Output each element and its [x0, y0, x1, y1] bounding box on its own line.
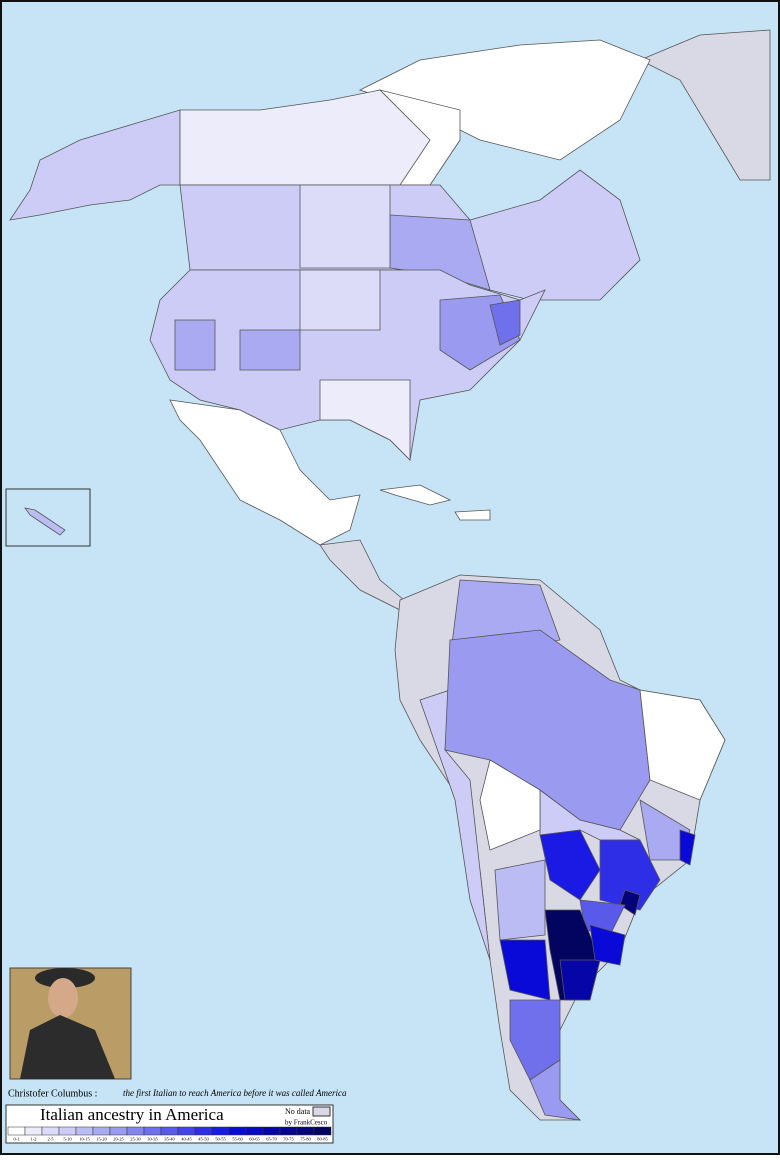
legend-label: 50-55 — [215, 1137, 226, 1142]
santa-catarina — [619, 889, 641, 916]
legend-swatch — [7, 1126, 26, 1136]
argentina-north — [494, 859, 546, 941]
legend-swatch — [109, 1126, 128, 1136]
caption-note: the first Italian to reach America befor… — [123, 1088, 347, 1098]
legend-swatch — [126, 1126, 145, 1136]
cuba — [379, 484, 452, 506]
legend-swatch — [262, 1126, 281, 1136]
uruguay — [589, 924, 626, 966]
no-data-swatch — [312, 1106, 331, 1117]
brazil-northeast — [639, 689, 726, 801]
legend-label: 60-65 — [249, 1137, 260, 1142]
legend-swatch — [75, 1126, 94, 1136]
legend-label: 70-75 — [283, 1137, 294, 1142]
legend-label: 5-10 — [63, 1137, 72, 1142]
legend-swatch — [296, 1126, 315, 1136]
legend-swatch — [228, 1126, 247, 1136]
hawaii-inset — [5, 488, 91, 547]
new-york — [489, 299, 521, 346]
legend-label: 75-80 — [300, 1137, 311, 1142]
portrait-body — [20, 1015, 115, 1079]
caption-name: Christofer Columbus : — [8, 1088, 97, 1099]
espirito-santo — [679, 829, 696, 866]
legend-swatch — [194, 1126, 213, 1136]
hispaniola — [454, 509, 491, 521]
legend-label: 35-40 — [164, 1137, 175, 1142]
legend-label: 0-1 — [14, 1137, 20, 1142]
legend-swatch — [92, 1126, 111, 1136]
tierra-del-fuego — [529, 1059, 582, 1121]
legend-swatch — [41, 1126, 60, 1136]
usa-plains — [299, 269, 381, 331]
legend-label: 1-2 — [31, 1137, 37, 1142]
legend-label: 55-60 — [232, 1137, 243, 1142]
greenland — [639, 29, 771, 181]
legend-label: 30-35 — [147, 1137, 158, 1142]
buenos-aires — [559, 959, 601, 1001]
legend-swatch — [245, 1126, 264, 1136]
hawaii — [24, 507, 66, 536]
legend-label: 80-85 — [317, 1137, 328, 1142]
mexico — [169, 399, 361, 546]
legend-swatch — [313, 1126, 332, 1136]
portrait-hat — [35, 968, 95, 988]
legend-label: 45-50 — [198, 1137, 209, 1142]
legend-label: 25-30 — [130, 1137, 141, 1142]
legend-swatch — [24, 1126, 43, 1136]
portrait-face — [48, 978, 78, 1018]
paraguay — [539, 829, 601, 901]
prairies — [299, 184, 391, 269]
nevada — [174, 319, 216, 371]
legend-scale: 0-1 1-2 2-5 5-10 10-15 15-20 20-25 25-30 30-35 35… — [7, 1126, 332, 1142]
legend-swatch — [160, 1126, 179, 1136]
legend-swatch — [211, 1126, 230, 1136]
legend-swatch — [177, 1126, 196, 1136]
legend-label: 10-15 — [79, 1137, 90, 1142]
legend-box — [5, 1104, 334, 1144]
legend-label: 20-25 — [113, 1137, 124, 1142]
south-brazil — [599, 839, 661, 911]
legend-swatch — [143, 1126, 162, 1136]
legend-credit: by FrankCesco — [285, 1119, 328, 1127]
legend-label: 15-20 — [96, 1137, 107, 1142]
alaska — [9, 109, 181, 221]
usa-south — [319, 379, 411, 461]
legend-swatch — [279, 1126, 298, 1136]
colorado — [239, 329, 301, 371]
legend-title: Italian ancestry in America — [40, 1105, 224, 1124]
legend-label: 2-5 — [48, 1137, 55, 1142]
bolivia — [479, 759, 541, 851]
legend-swatch — [58, 1126, 77, 1136]
legend-label: 40-45 — [181, 1137, 192, 1142]
legend-label: 65-70 — [266, 1137, 277, 1142]
legend-no-data: No data — [285, 1107, 311, 1116]
